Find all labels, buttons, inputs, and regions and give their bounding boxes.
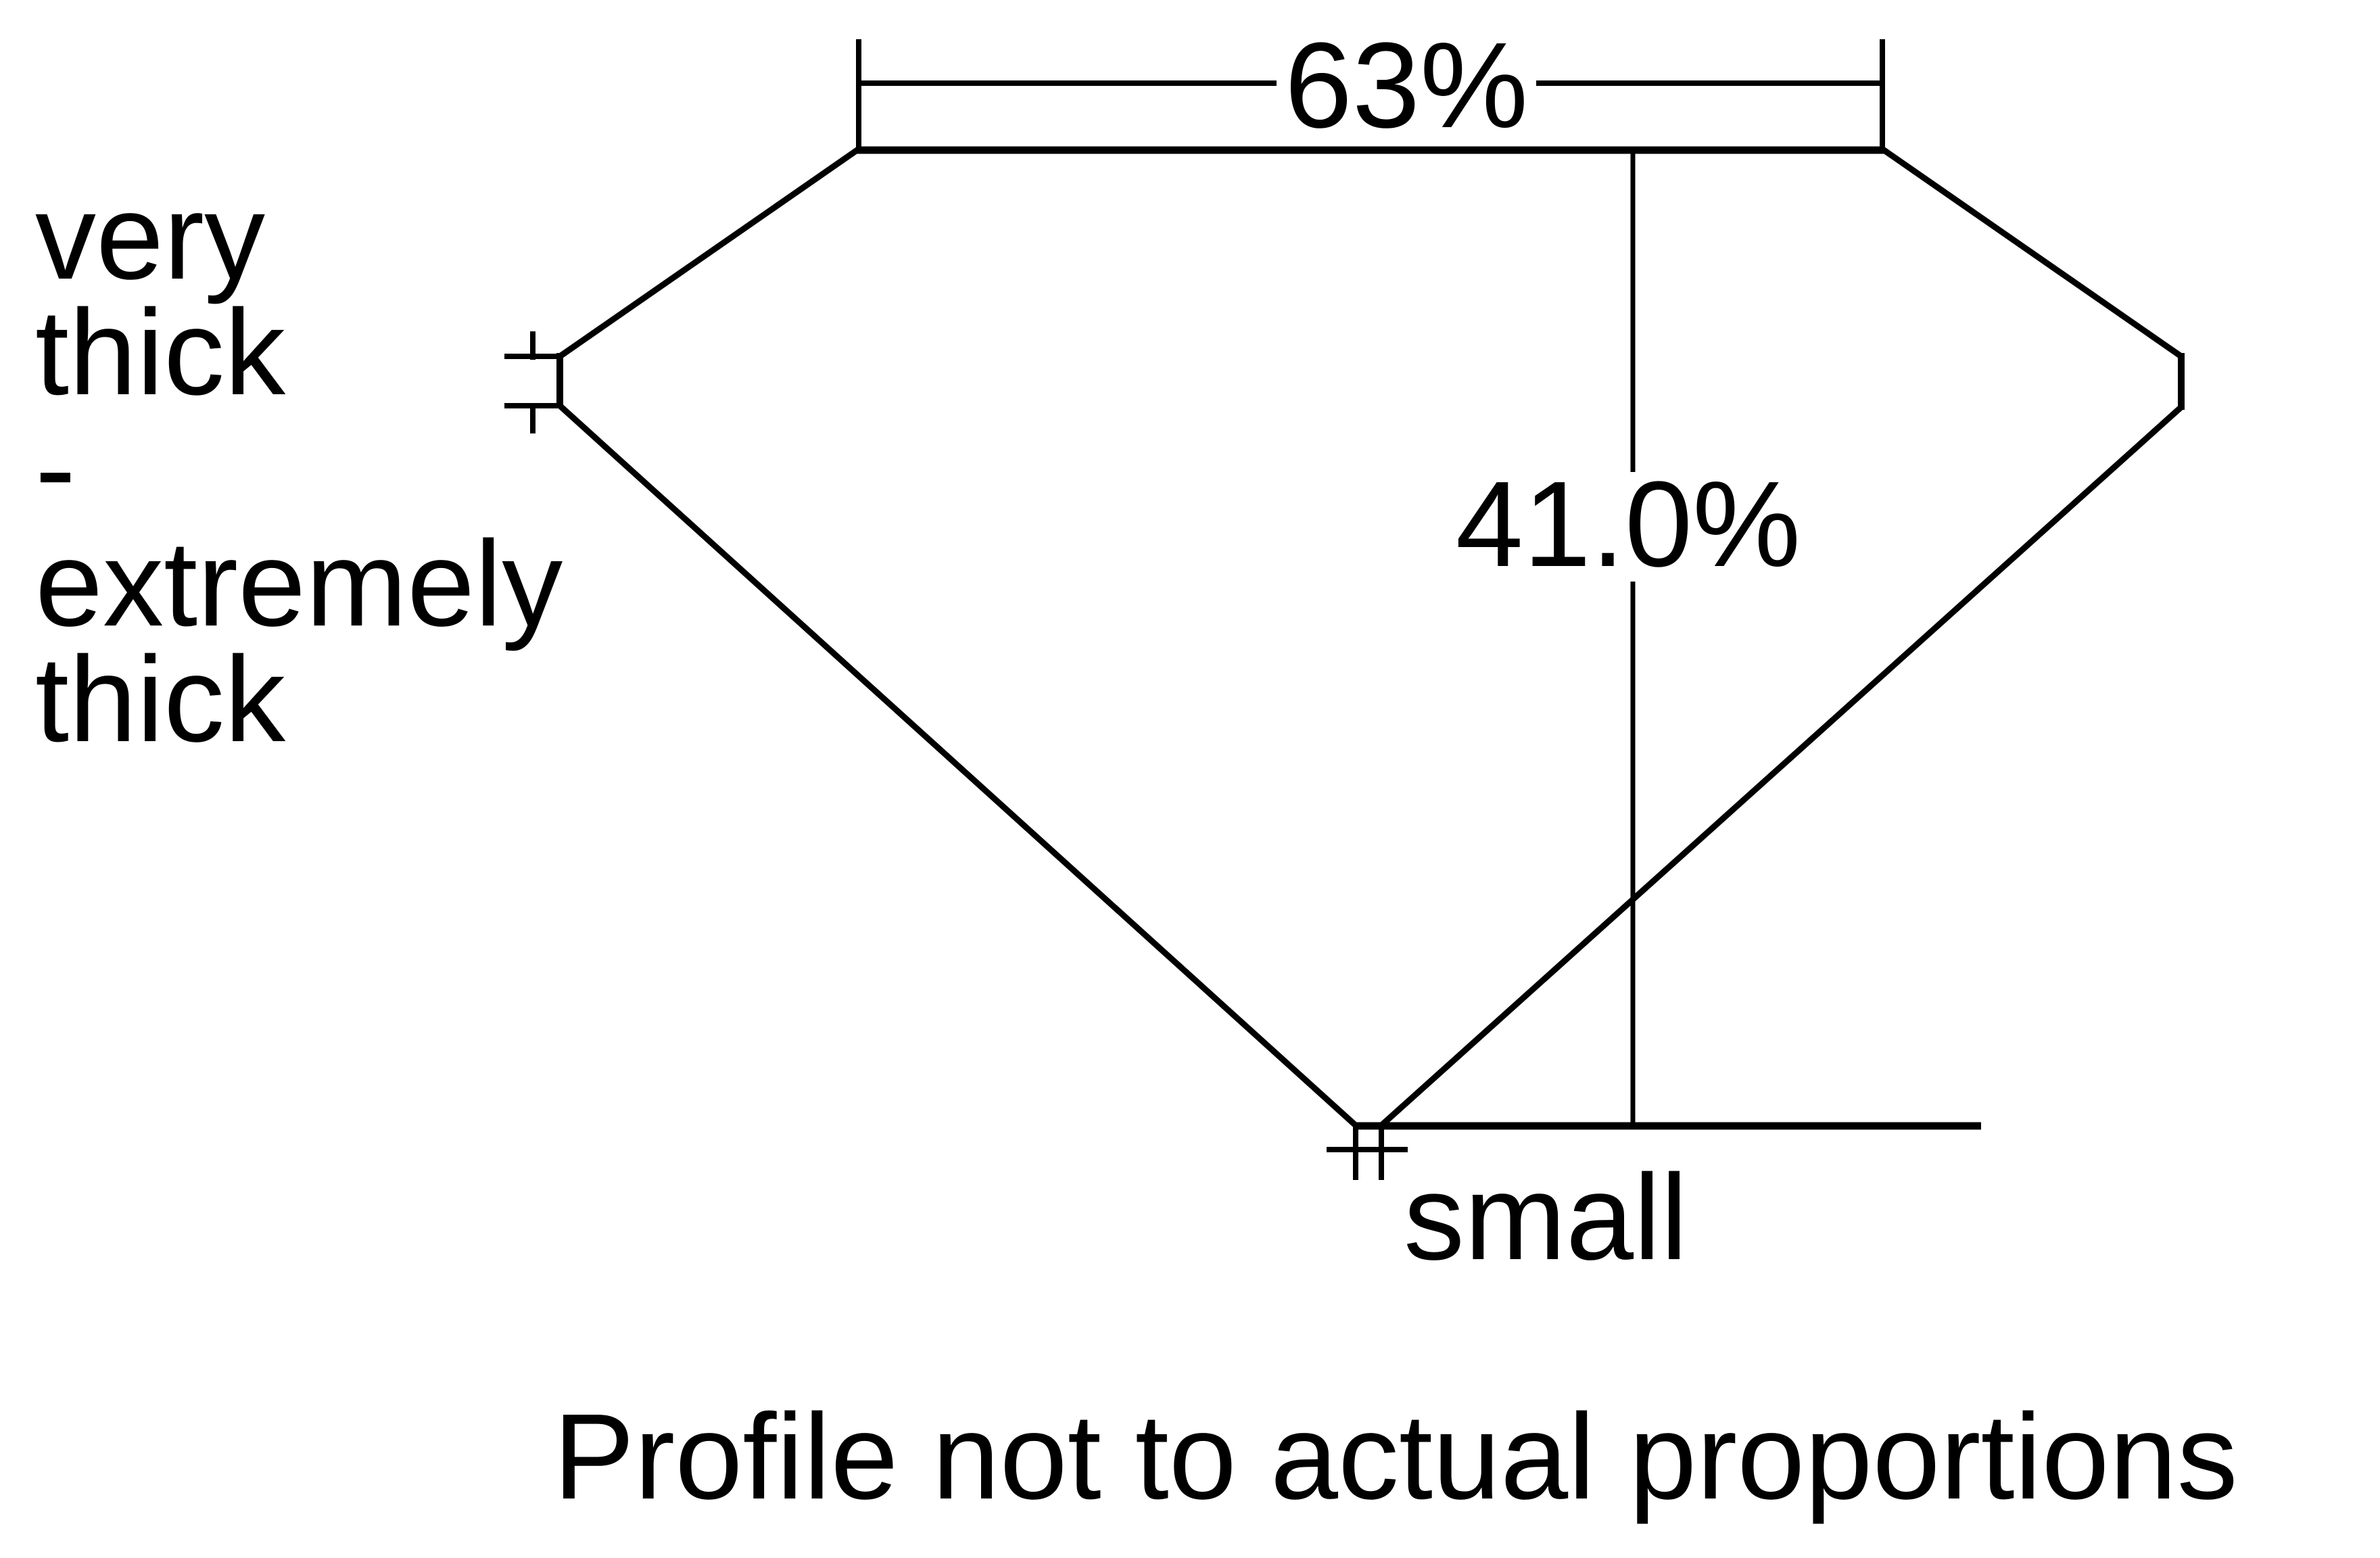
profile-caption: Profile not to actual proportions — [553, 1389, 2238, 1525]
pavilion-facet-left-line — [557, 403, 1360, 1129]
culet-size-label: small — [1404, 1150, 1688, 1285]
crown-facet-left-line — [558, 145, 862, 359]
depth-percent-label: 41.0% — [1455, 456, 1801, 592]
pavilion-facet-right-line — [1377, 404, 2184, 1129]
girdle-thickness-label: very thick - extremely thick — [35, 169, 563, 768]
crown-facet-right-line — [1879, 145, 2183, 359]
table-width-percent-label: 63% — [1284, 18, 1529, 154]
